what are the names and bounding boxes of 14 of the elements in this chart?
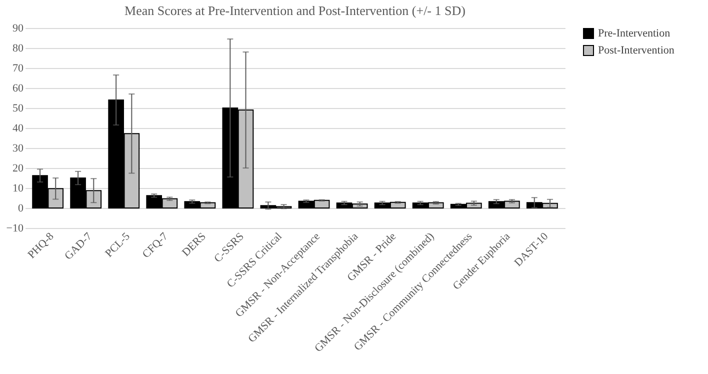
y-tick-label: 50 (12, 102, 24, 114)
chart-title: Mean Scores at Pre-Intervention and Post-Intervention (+/- 1 SD) (124, 3, 466, 18)
y-tick-label: −10 (6, 222, 24, 234)
y-tick-label: 60 (12, 82, 24, 94)
y-tick-label: 70 (12, 62, 24, 74)
y-tick-label: 40 (12, 122, 24, 134)
y-tick-label: 10 (12, 182, 24, 194)
legend-label: Pre-Intervention (598, 28, 671, 40)
y-tick-label: 0 (18, 202, 24, 214)
y-tick-label: 20 (12, 162, 24, 174)
y-tick-label: 90 (12, 22, 24, 34)
y-tick-label: 30 (12, 142, 24, 154)
y-tick-label: 80 (12, 42, 24, 54)
legend-label: Post-Intervention (598, 44, 675, 56)
